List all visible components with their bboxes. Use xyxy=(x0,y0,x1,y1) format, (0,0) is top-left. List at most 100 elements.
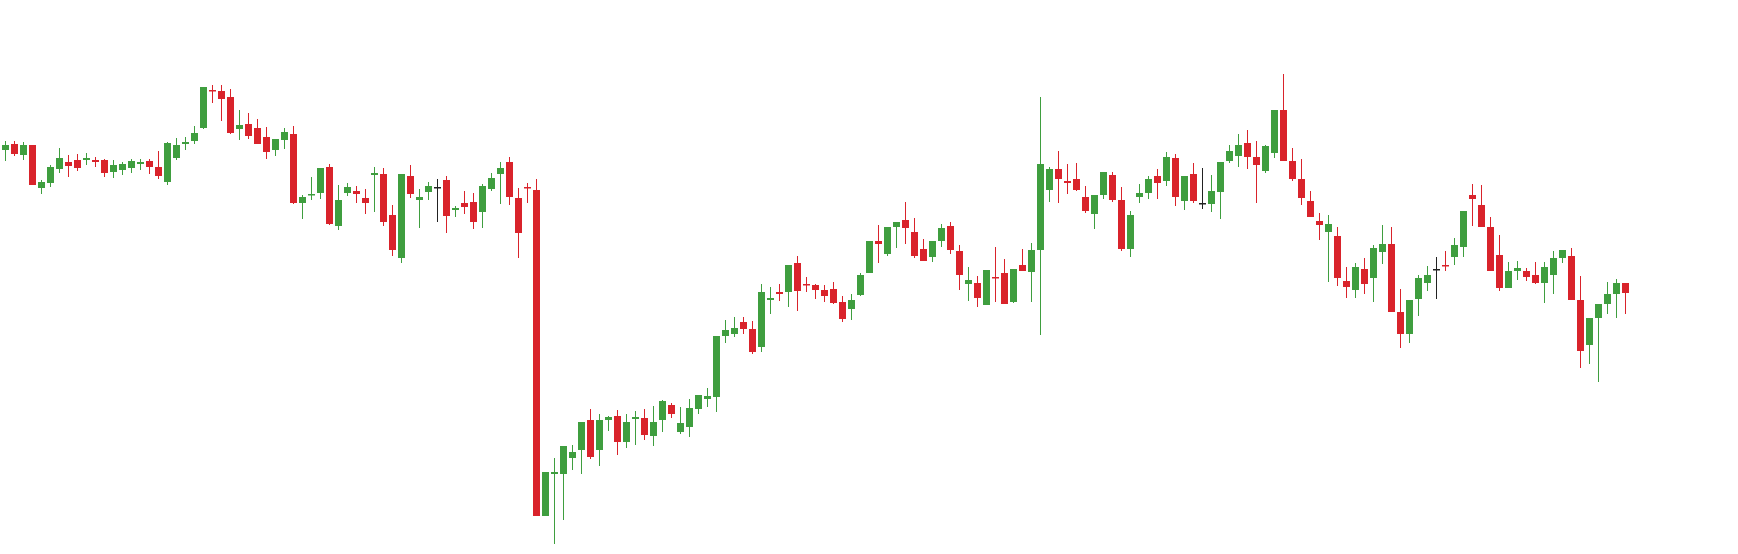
candle-body-up xyxy=(1028,250,1035,272)
candle-body-down xyxy=(1253,157,1260,165)
candle-body-down xyxy=(1361,269,1368,284)
candle-body-down xyxy=(1343,281,1350,287)
candle-body-down xyxy=(407,176,414,194)
candle-body-down xyxy=(1019,265,1026,271)
candle-body-up xyxy=(56,158,63,169)
candle-body-down xyxy=(1118,200,1125,249)
candle-body-down xyxy=(1199,203,1206,205)
candle-body-up xyxy=(1046,169,1053,190)
candle-body-up xyxy=(884,227,891,254)
candle-body-up xyxy=(182,142,189,144)
candle-body-up xyxy=(119,164,126,170)
candle-body-up xyxy=(488,178,495,189)
candle-body-up xyxy=(596,420,603,450)
candle-body-up xyxy=(452,208,459,210)
candle-body-up xyxy=(1604,294,1611,304)
candle-body-up xyxy=(1586,318,1593,345)
candle-body-up xyxy=(965,280,972,284)
candle-body-down xyxy=(1280,110,1287,161)
candle-body-down xyxy=(155,167,162,176)
candle-body-up xyxy=(299,197,306,203)
candle-body-up xyxy=(704,396,711,399)
candle-body-up xyxy=(281,132,288,140)
candle-body-down xyxy=(614,416,621,442)
candle-body-up xyxy=(542,472,549,516)
candle-body-up xyxy=(605,417,612,420)
candle-body-down xyxy=(380,174,387,222)
candle-body-up xyxy=(632,417,639,419)
candle-body-down xyxy=(461,203,468,207)
candle-body-down xyxy=(515,198,522,233)
candle-body-down xyxy=(1487,227,1494,271)
candle-body-up xyxy=(128,161,135,168)
candle-body-up xyxy=(425,186,432,192)
candle-body-up xyxy=(1010,269,1017,302)
candle-body-up xyxy=(1163,157,1170,181)
candle-body-up xyxy=(1613,283,1620,294)
candle-body-up xyxy=(650,422,657,436)
candle-body-down xyxy=(1388,244,1395,312)
candle-body-up xyxy=(1451,245,1458,257)
candle-body-up xyxy=(1100,172,1107,195)
candle-body-down xyxy=(1523,271,1530,277)
candle-body-up xyxy=(1559,250,1566,258)
candle-body-down xyxy=(1001,273,1008,304)
candle-body-down xyxy=(290,134,297,203)
candle-body-down xyxy=(830,289,837,303)
candle-body-down xyxy=(1397,312,1404,334)
candle-body-up xyxy=(893,222,900,227)
candle-body-down xyxy=(353,191,360,194)
candle-body-down xyxy=(1289,161,1296,179)
candle-body-down xyxy=(1244,143,1251,157)
candle-body-up xyxy=(317,168,324,193)
candle-body-down xyxy=(443,180,450,216)
candle-body-down xyxy=(263,137,270,152)
candle-body-up xyxy=(569,452,576,458)
candle-body-up xyxy=(398,174,405,258)
candle-body-up xyxy=(1226,151,1233,161)
candle-body-down xyxy=(875,241,882,244)
candle-body-down xyxy=(1298,179,1305,198)
candle-body-down xyxy=(245,124,252,136)
candle-body-down xyxy=(74,160,81,168)
candle-body-up xyxy=(1370,248,1377,278)
candle-body-up xyxy=(785,265,792,292)
candle-body-up xyxy=(731,328,738,334)
candle-body-down xyxy=(1172,158,1179,197)
candle-body-down xyxy=(839,302,846,319)
candle-body-up xyxy=(173,145,180,158)
candle-body-up xyxy=(236,125,243,129)
candle-body-down xyxy=(209,90,216,92)
candle-body-down xyxy=(803,284,810,286)
candle-body-up xyxy=(47,167,54,183)
candle-body-down xyxy=(956,251,963,275)
candle-body-down xyxy=(668,405,675,414)
candle-body-up xyxy=(1550,258,1557,275)
candle-body-up xyxy=(38,182,45,188)
candle-body-down xyxy=(1154,176,1161,183)
candle-body-down xyxy=(740,322,747,329)
candle-body-down xyxy=(641,418,648,435)
candle-body-up xyxy=(1460,211,1467,247)
candle-body-down xyxy=(533,190,540,516)
candle-body-up xyxy=(191,133,198,141)
candle-body-up xyxy=(497,168,504,174)
candle-body-up xyxy=(1505,271,1512,288)
candle-body-up xyxy=(713,336,720,397)
candle-body-down xyxy=(947,226,954,250)
candle-body-up xyxy=(308,194,315,196)
candle-body-up xyxy=(659,401,666,420)
candle-body-up xyxy=(695,395,702,409)
candle-body-down xyxy=(776,292,783,294)
candle-body-down xyxy=(812,285,819,290)
candle-body-down xyxy=(92,160,99,162)
candle-body-down xyxy=(1442,265,1449,267)
candle-body-down xyxy=(1316,221,1323,225)
candle-body-up xyxy=(1406,300,1413,334)
candle-body-up xyxy=(1271,110,1278,153)
candle-body-up xyxy=(83,158,90,160)
candle-body-down xyxy=(227,97,234,133)
candle-body-up xyxy=(686,408,693,427)
